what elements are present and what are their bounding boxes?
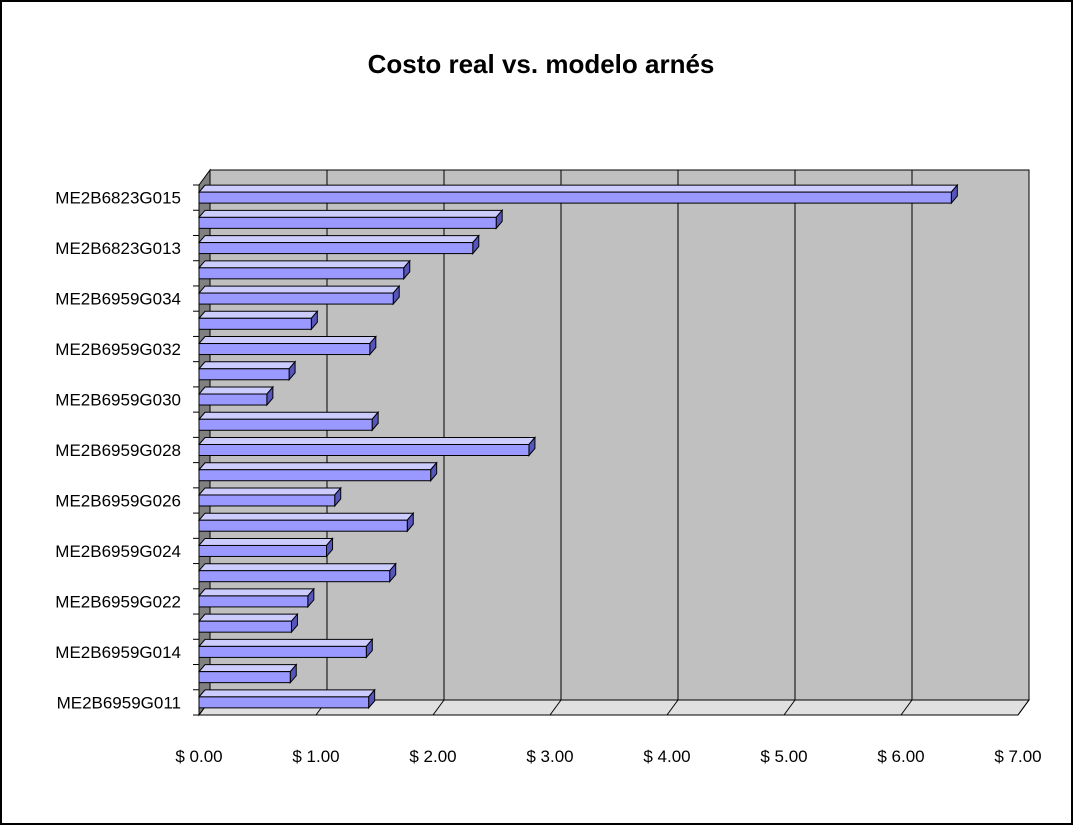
bar [199,387,273,405]
bar-front [199,621,291,632]
bar-front [199,192,951,203]
bar [199,286,399,304]
bar-front [199,672,290,683]
bar-top [199,538,333,545]
bar-front [199,344,370,355]
bar [199,438,535,456]
bar-front [199,268,404,279]
bar-top [199,488,341,495]
x-tick-label: $ 7.00 [994,747,1041,766]
bar-top [199,690,375,697]
x-tick-label: $ 6.00 [877,747,924,766]
x-tick-label: $ 1.00 [292,747,339,766]
y-tick-label: ME2B6959G032 [55,340,181,359]
bar-front [199,545,327,556]
bar [199,614,297,632]
bar [199,564,396,582]
x-tick-label: $ 4.00 [643,747,690,766]
bar [199,185,957,203]
y-tick-label: ME2B6959G030 [55,391,181,410]
y-tick-label: ME2B6959G034 [55,290,181,309]
chart-title: Costo real vs. modelo arnés [368,49,715,79]
bar-top [199,665,296,672]
bar [199,236,479,254]
bar-top [199,513,413,520]
bar-front [199,520,407,531]
bar-top [199,337,376,344]
bar-front [199,419,372,430]
x-tick-label: $ 2.00 [409,747,456,766]
y-tick-label: ME2B6959G028 [55,441,181,460]
y-tick-label: ME2B6959G014 [55,643,181,662]
bar-front [199,293,393,304]
bar-front [199,571,390,582]
y-tick-label: ME2B6823G015 [55,189,181,208]
bar-top [199,286,399,293]
y-tick-label: ME2B6823G013 [55,239,181,258]
bar [199,665,296,683]
bar [199,261,410,279]
bar-front [199,646,366,657]
x-tick-label: $ 3.00 [526,747,573,766]
y-tick-label: ME2B6959G022 [55,592,181,611]
bar-top [199,639,372,646]
bar [199,589,314,607]
bar [199,362,295,380]
bar [199,463,437,481]
bar-front [199,697,369,708]
bar [199,639,372,657]
x-tick-label: $ 5.00 [760,747,807,766]
bar-front [199,596,308,607]
bar-top [199,614,297,621]
bar-top [199,412,378,419]
bar-top [199,387,273,394]
bar-front [199,394,267,405]
bar [199,538,333,556]
bar-top [199,463,437,470]
bar-top [199,261,410,268]
bar-front [199,470,431,481]
bar [199,513,413,531]
bar-top [199,589,314,596]
bar [199,412,378,430]
bar [199,311,317,329]
bar [199,210,502,228]
x-tick-label: $ 0.00 [175,747,222,766]
y-tick-label: ME2B6959G024 [55,542,181,561]
bar [199,337,376,355]
bar-front [199,369,289,380]
bar [199,488,341,506]
bar-top [199,210,502,217]
bar-front [199,318,311,329]
bar-front [199,217,496,228]
bar-top [199,362,295,369]
bar-top [199,236,479,243]
bar-top [199,438,535,445]
bar-top [199,311,317,318]
bar-top [199,185,957,192]
bar-front [199,243,473,254]
bar-top [199,564,396,571]
bar-front [199,495,335,506]
bar [199,690,375,708]
bar-front [199,445,529,456]
y-tick-label: ME2B6959G026 [55,491,181,510]
y-tick-label: ME2B6959G011 [57,693,181,712]
